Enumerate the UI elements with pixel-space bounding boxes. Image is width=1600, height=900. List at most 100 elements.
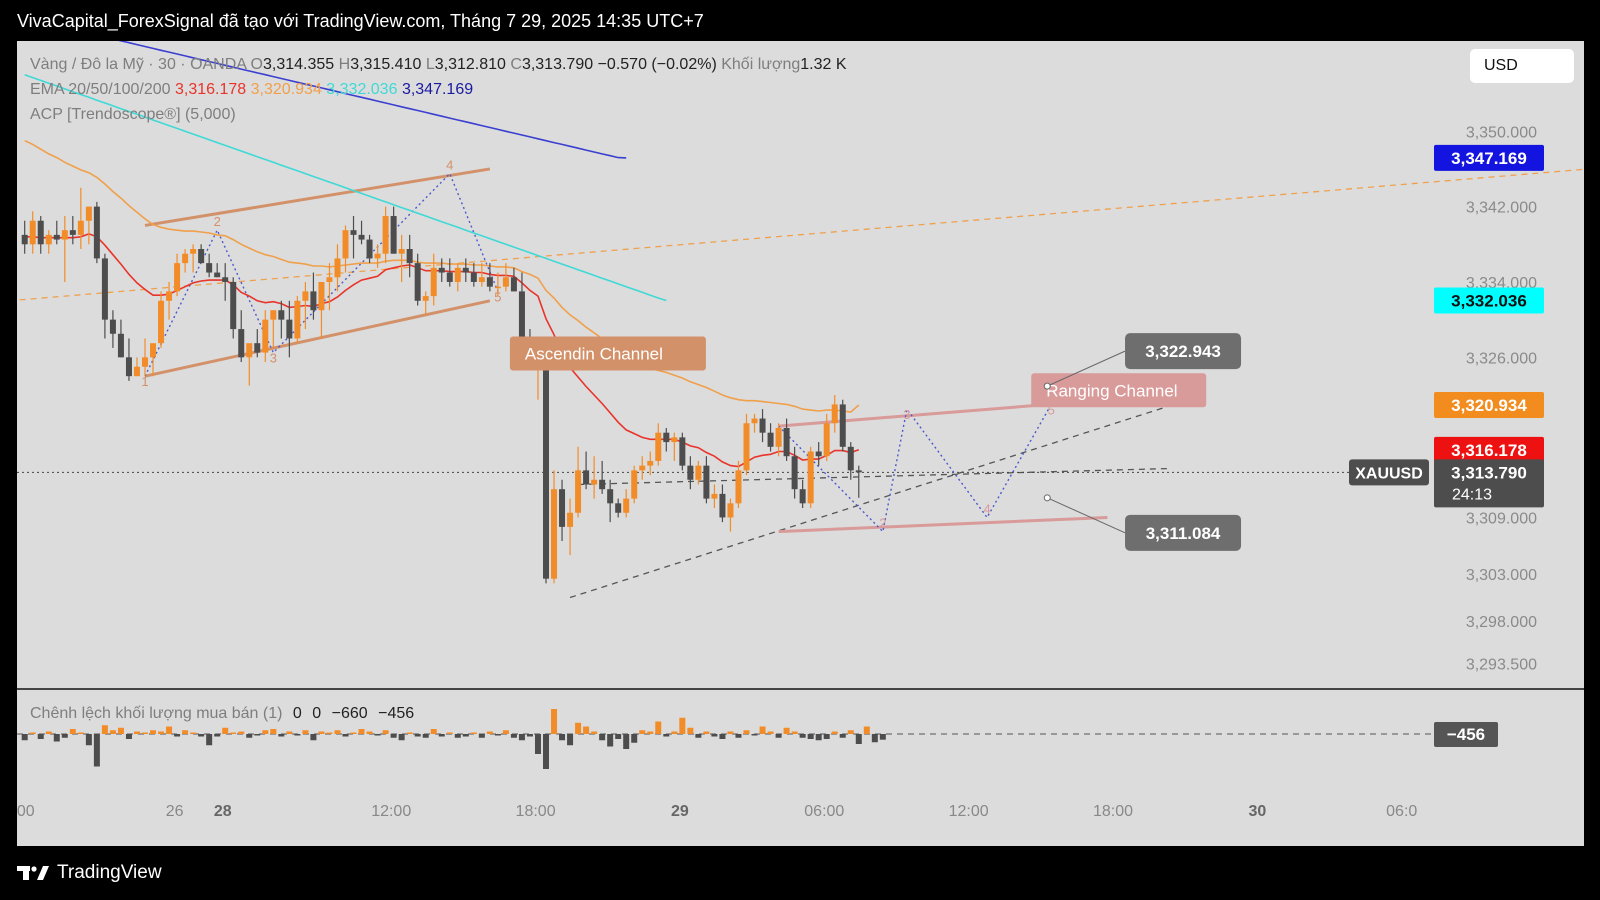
cvd-label: Chênh lệch khối lượng mua bán (1)	[30, 705, 283, 722]
candle-body	[583, 470, 590, 485]
ema-line	[118, 41, 627, 159]
price-chart[interactable]: 3,350.0003,342.0003,334.0003,326.0003,30…	[17, 41, 1584, 846]
cvd-bar	[879, 734, 886, 740]
candle	[37, 216, 44, 254]
cvd-bar	[727, 731, 734, 734]
candle-body	[182, 253, 189, 264]
candle	[711, 484, 718, 509]
candle	[543, 347, 549, 584]
candle	[478, 263, 485, 287]
cvd-bar	[101, 725, 108, 734]
candle	[767, 423, 774, 452]
candle	[45, 230, 52, 254]
pivot-label: 3	[903, 407, 910, 422]
y-axis-tick-label: 3,326.000	[1466, 350, 1537, 367]
candle-body	[310, 291, 317, 311]
candle	[567, 498, 574, 556]
candle-body	[302, 291, 309, 301]
low-value: 3,312.810	[434, 56, 506, 73]
cvd-bar	[663, 734, 670, 737]
currency-button[interactable]: USD	[1470, 49, 1574, 83]
candle	[29, 211, 36, 254]
cvd-bar	[502, 730, 509, 734]
cvd-bar	[583, 726, 590, 734]
price-badge-text: 3,332.036	[1451, 291, 1527, 310]
candle-body	[214, 272, 221, 278]
candle-body	[727, 503, 734, 518]
candle-body	[438, 267, 445, 273]
candle-body	[502, 277, 509, 287]
cvd-bar	[671, 731, 678, 734]
candle-body	[791, 456, 798, 490]
y-axis-tick-label: 3,309.000	[1466, 510, 1537, 527]
candle	[655, 423, 662, 466]
y-axis-tick-label: 3,303.000	[1466, 567, 1537, 584]
last-price-box	[1434, 459, 1544, 508]
candle	[270, 310, 277, 348]
x-axis-tick-label: 18:00	[516, 803, 556, 820]
pattern-label-box	[1031, 373, 1207, 408]
candle-body	[855, 470, 862, 473]
cvd-bar	[438, 734, 445, 737]
candle	[815, 442, 822, 466]
candle-body	[839, 404, 846, 447]
candle-body	[21, 234, 28, 245]
candle-body	[294, 300, 301, 339]
candle-body	[374, 253, 381, 259]
candle	[631, 465, 638, 504]
cvd-bar	[270, 729, 277, 734]
candle-body	[133, 366, 140, 377]
candle	[559, 479, 566, 541]
pivot-label: 4	[446, 158, 453, 173]
candle	[671, 432, 678, 461]
candle-body	[551, 489, 558, 579]
candle-body	[559, 489, 566, 527]
candle	[494, 272, 501, 297]
trend-line	[578, 467, 1172, 486]
x-axis-tick-label: 26	[166, 803, 184, 820]
cvd-legend[interactable]: Chênh lệch khối lượng mua bán (1) 0 0 −6…	[30, 705, 414, 723]
cvd-bar	[847, 730, 854, 734]
candle	[583, 451, 590, 490]
price-badge-box	[1434, 144, 1544, 171]
candle-body	[69, 230, 76, 235]
candle-body	[679, 437, 686, 466]
candle-body	[831, 404, 838, 424]
y-axis-tick-label: 3,350.000	[1466, 124, 1537, 141]
price-badge-text: 3,347.169	[1451, 149, 1527, 168]
cvd-bar	[526, 734, 533, 737]
x-axis-tick-label: 3:00	[17, 803, 35, 820]
tradingview-logo[interactable]: TradingView	[17, 862, 162, 884]
cvd-bar	[462, 734, 469, 737]
cvd-bar	[679, 717, 686, 734]
candle	[855, 465, 862, 498]
tradingview-logo-icon	[17, 866, 49, 880]
candle-body	[623, 498, 630, 513]
cvd-value-badge: −456	[1434, 722, 1498, 747]
high-label: H	[338, 56, 351, 73]
cvd-bar	[37, 734, 44, 739]
candle	[599, 460, 606, 494]
pattern-label-text: Ascendin Channel	[525, 345, 663, 364]
channel-lower-line	[144, 299, 491, 378]
candle-body	[262, 319, 269, 353]
acp-row[interactable]: ACP [Trendoscope®] (5,000)	[30, 102, 847, 127]
trend-line	[17, 168, 1584, 301]
ema50-value: 3,320.934	[250, 81, 322, 98]
cvd-bar	[559, 734, 566, 741]
candle-body	[101, 258, 108, 320]
candle	[294, 296, 301, 344]
cvd-bar	[695, 734, 702, 738]
callout-text: 3,322.943	[1145, 342, 1221, 361]
candle	[839, 399, 846, 452]
symbol-description[interactable]: Vàng / Đô la Mỹ · 30 · OANDA	[30, 56, 247, 73]
candle	[615, 498, 622, 518]
candle	[735, 460, 742, 509]
callout-box	[1125, 333, 1242, 370]
candle	[166, 281, 173, 320]
ema-row[interactable]: EMA 20/50/100/200 3,316.178 3,320.934 3,…	[30, 77, 847, 102]
candle	[422, 291, 429, 315]
chart-frame[interactable]: 3,350.000 3,342.000 3,334.000 3,326.000 3,30…	[17, 41, 1584, 846]
candle-body	[93, 206, 100, 259]
cvd-bar	[719, 734, 726, 739]
